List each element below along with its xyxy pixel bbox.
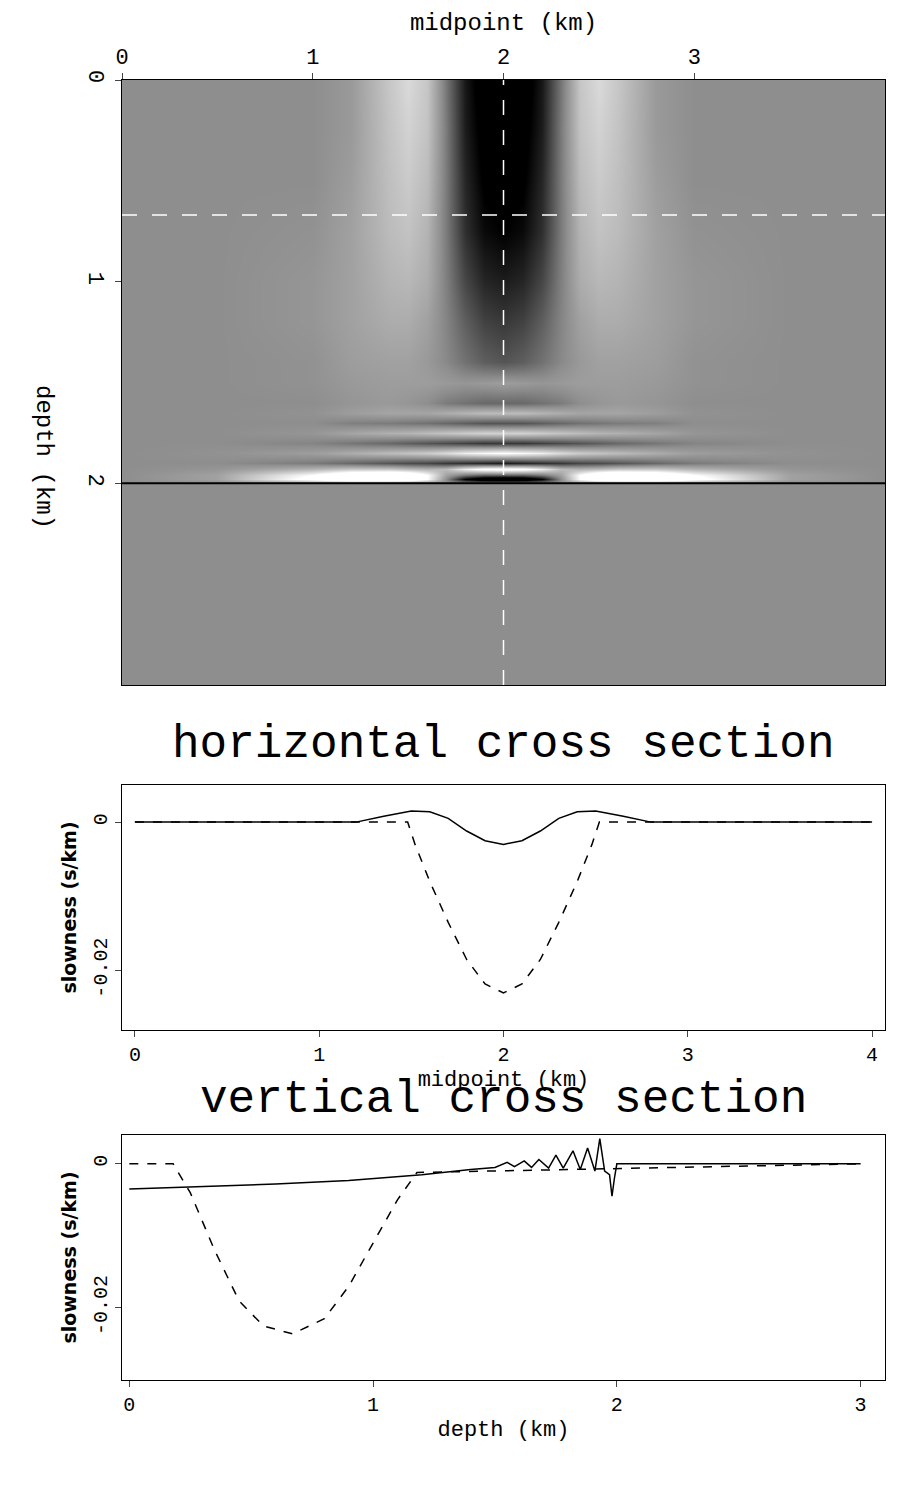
svg-text:0: 0 bbox=[115, 46, 128, 71]
svg-text:2: 2 bbox=[497, 1044, 509, 1067]
svg-text:3: 3 bbox=[682, 1044, 694, 1067]
svg-text:0: 0 bbox=[129, 1044, 141, 1067]
svg-text:2: 2 bbox=[82, 473, 107, 486]
svg-text:1: 1 bbox=[313, 1044, 325, 1067]
svg-text:horizontal cross section: horizontal cross section bbox=[172, 719, 835, 771]
svg-text:0: 0 bbox=[90, 813, 113, 825]
svg-text:0: 0 bbox=[82, 70, 107, 83]
svg-text:0: 0 bbox=[90, 1155, 113, 1167]
svg-text:slowness (s/km): slowness (s/km) bbox=[58, 1171, 80, 1343]
svg-text:4: 4 bbox=[866, 1044, 878, 1067]
svg-text:vertical cross section: vertical cross section bbox=[200, 1074, 807, 1126]
svg-text:3: 3 bbox=[688, 46, 701, 71]
svg-text:slowness (s/km): slowness (s/km) bbox=[58, 821, 80, 993]
svg-text:0: 0 bbox=[123, 1394, 135, 1417]
svg-text:1: 1 bbox=[306, 46, 319, 71]
svg-text:-0.02: -0.02 bbox=[90, 1275, 113, 1335]
svg-text:1: 1 bbox=[367, 1394, 379, 1417]
svg-text:-0.02: -0.02 bbox=[90, 938, 113, 998]
svg-text:2: 2 bbox=[497, 46, 510, 71]
svg-text:depth (km): depth (km) bbox=[437, 1418, 569, 1443]
svg-text:2: 2 bbox=[611, 1394, 623, 1417]
svg-text:midpoint (km): midpoint (km) bbox=[418, 1068, 590, 1093]
svg-text:depth (km): depth (km) bbox=[30, 385, 57, 529]
svg-text:1: 1 bbox=[82, 272, 107, 285]
svg-text:3: 3 bbox=[855, 1394, 867, 1417]
svg-text:midpoint (km): midpoint (km) bbox=[410, 10, 597, 37]
